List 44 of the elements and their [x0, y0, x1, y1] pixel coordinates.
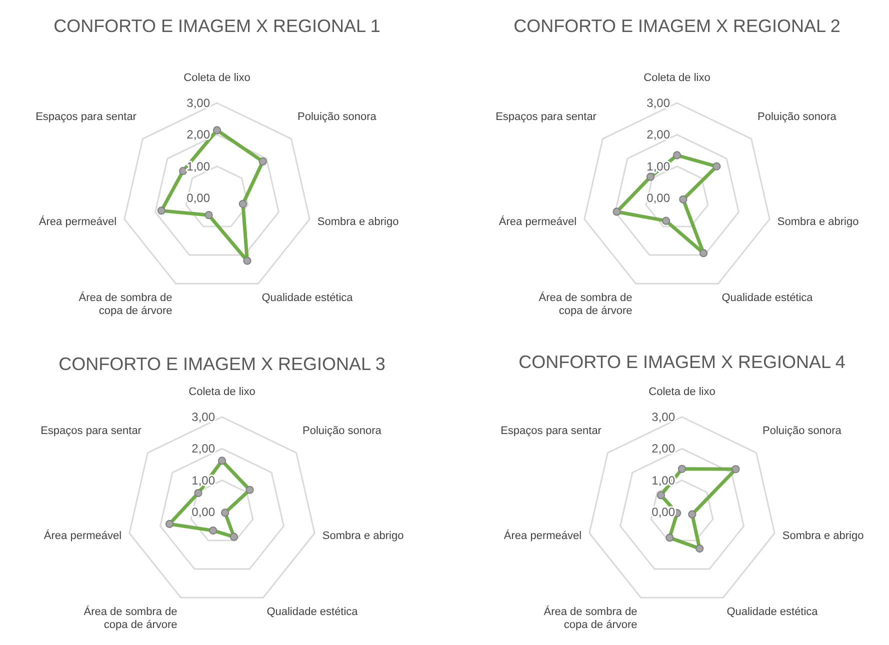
y-tick-label: 1,00: [186, 159, 210, 174]
spoke-label: Sombra e abrigo: [782, 530, 864, 542]
spoke-label: Poluição sonora: [298, 110, 378, 123]
spoke-label: Área permeável: [498, 214, 577, 228]
spoke-label: Área permeável: [44, 528, 122, 542]
spoke-label: Área de sombra de copa de árvore: [84, 604, 178, 631]
spoke-label: Qualidade estética: [726, 606, 819, 618]
chart-title: CONFORTO E IMAGEM X REGIONAL 1: [54, 16, 380, 36]
spoke-label: Sombra e abrigo: [777, 216, 859, 228]
y-tick-label: 0,00: [192, 505, 216, 519]
spoke-label: Espaços para sentar: [500, 424, 602, 437]
spoke-label: Qualidade estética: [722, 292, 814, 304]
spoke-label: Área de sombra de copa de árvore: [544, 604, 638, 631]
spoke-label: Poluição sonora: [302, 424, 382, 437]
spoke-label: Área permeável: [38, 214, 117, 228]
y-tick-label: 0,00: [186, 191, 210, 205]
spoke-label: Espaços para sentar: [36, 110, 137, 123]
spoke-label: Qualidade estética: [266, 606, 359, 618]
spoke-label: Poluição sonora: [762, 424, 842, 437]
y-tick-label: 3,00: [652, 410, 676, 424]
spoke-label: Coleta de lixo: [648, 386, 716, 398]
spoke-label: Coleta de lixo: [184, 72, 250, 84]
y-tick-label: 2,00: [652, 442, 676, 456]
chart-title: CONFORTO E IMAGEM X REGIONAL 3: [58, 354, 386, 374]
spoke-label: Espaços para sentar: [496, 110, 597, 123]
y-tick-label: 2,00: [192, 442, 216, 456]
spoke-label: Sombra e abrigo: [317, 216, 399, 228]
spoke-label: Área permeável: [504, 528, 582, 542]
y-tick-label: 3,00: [186, 96, 210, 110]
spoke-label: Espaços para sentar: [40, 424, 142, 437]
y-tick-label: 3,00: [192, 410, 216, 424]
spoke-label: Coleta de lixo: [644, 72, 710, 84]
y-tick-label: 2,00: [186, 128, 210, 142]
chart-title: CONFORTO E IMAGEM X REGIONAL 4: [518, 352, 846, 372]
y-tick-label: 2,00: [646, 128, 670, 142]
y-tick-label: 0,00: [646, 191, 670, 205]
spoke-label: Qualidade estética: [262, 292, 354, 304]
chart-title: CONFORTO E IMAGEM X REGIONAL 2: [514, 16, 840, 36]
spoke-label: Coleta de lixo: [188, 386, 256, 398]
spoke-label: Sombra e abrigo: [322, 530, 404, 542]
y-tick-label: 3,00: [646, 96, 670, 110]
spoke-label: Poluição sonora: [758, 110, 838, 123]
spoke-label: Área de sombra de copa de árvore: [538, 290, 632, 317]
spoke-label: Área de sombra de copa de árvore: [78, 290, 172, 317]
